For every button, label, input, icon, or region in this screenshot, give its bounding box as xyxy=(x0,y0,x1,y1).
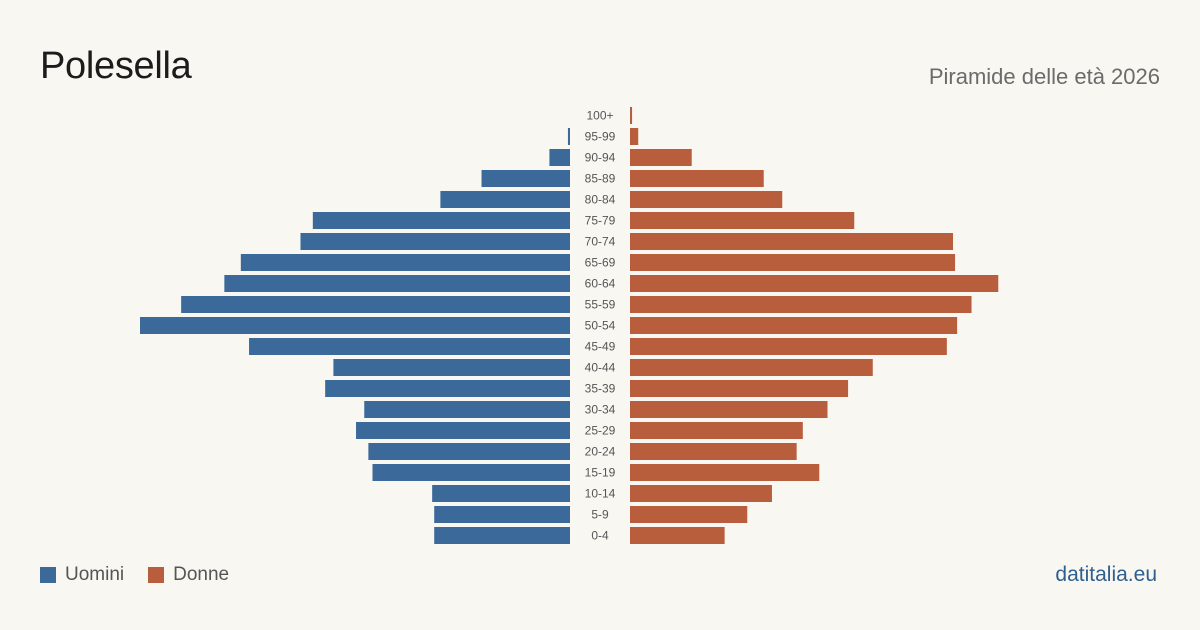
bar-men-45-49 xyxy=(249,338,570,355)
bar-women-10-14 xyxy=(630,485,772,502)
bar-men-50-54 xyxy=(140,317,570,334)
bar-men-95-99 xyxy=(567,128,570,145)
bar-women-60-64 xyxy=(630,275,999,292)
age-label-70-74: 70-74 xyxy=(585,235,616,249)
age-label-60-64: 60-64 xyxy=(585,277,616,291)
age-label-100plus: 100+ xyxy=(586,109,613,123)
bar-men-60-64 xyxy=(224,275,570,292)
bar-men-65-69 xyxy=(240,254,570,271)
bar-men-20-24 xyxy=(368,443,570,460)
bar-women-50-54 xyxy=(630,317,958,334)
age-label-20-24: 20-24 xyxy=(585,445,616,459)
bar-women-80-84 xyxy=(630,191,783,208)
bar-men-25-29 xyxy=(356,422,570,439)
bar-women-100plus xyxy=(630,107,633,124)
bar-women-90-94 xyxy=(630,149,692,166)
bar-women-70-74 xyxy=(630,233,954,250)
age-label-50-54: 50-54 xyxy=(585,319,616,333)
bar-men-85-89 xyxy=(481,170,570,187)
legend-label-women: Donne xyxy=(173,564,230,585)
age-label-35-39: 35-39 xyxy=(585,382,616,396)
chart-title: Polesella xyxy=(40,45,192,87)
bar-men-90-94 xyxy=(549,149,570,166)
bar-men-15-19 xyxy=(372,464,570,481)
bar-women-20-24 xyxy=(630,443,797,460)
bar-men-10-14 xyxy=(432,485,570,502)
bar-women-5-9 xyxy=(630,506,748,523)
age-label-55-59: 55-59 xyxy=(585,298,616,312)
bar-men-55-59 xyxy=(181,296,571,313)
bar-women-45-49 xyxy=(630,338,947,355)
bar-women-85-89 xyxy=(630,170,764,187)
bar-women-0-4 xyxy=(630,527,725,544)
bar-men-40-44 xyxy=(333,359,570,376)
bar-women-40-44 xyxy=(630,359,873,376)
bar-women-55-59 xyxy=(630,296,972,313)
age-label-15-19: 15-19 xyxy=(585,466,616,480)
legend-item-women: Donne xyxy=(148,564,229,586)
bar-men-35-39 xyxy=(325,380,570,397)
bar-men-5-9 xyxy=(434,506,570,523)
bar-women-25-29 xyxy=(630,422,803,439)
age-label-80-84: 80-84 xyxy=(585,193,616,207)
bar-women-15-19 xyxy=(630,464,820,481)
legend-item-men: Uomini xyxy=(40,564,124,586)
age-label-25-29: 25-29 xyxy=(585,424,616,438)
brand-link[interactable]: datitalia.eu xyxy=(1055,563,1157,586)
age-label-5-9: 5-9 xyxy=(591,508,609,522)
chart-subtitle: Piramide delle età 2026 xyxy=(928,64,1160,89)
age-label-10-14: 10-14 xyxy=(585,487,616,501)
legend: Uomini Donne xyxy=(40,564,253,586)
age-label-95-99: 95-99 xyxy=(585,130,616,144)
bar-men-80-84 xyxy=(440,191,570,208)
age-label-90-94: 90-94 xyxy=(585,151,616,165)
age-label-0-4: 0-4 xyxy=(591,529,609,543)
bar-women-35-39 xyxy=(630,380,849,397)
bar-men-0-4 xyxy=(434,527,570,544)
bar-women-95-99 xyxy=(630,128,639,145)
bar-women-75-79 xyxy=(630,212,855,229)
age-label-40-44: 40-44 xyxy=(585,361,616,375)
age-label-65-69: 65-69 xyxy=(585,256,616,270)
legend-swatch-women xyxy=(148,567,165,583)
legend-swatch-men xyxy=(40,567,56,583)
bar-women-65-69 xyxy=(630,254,956,271)
age-label-30-34: 30-34 xyxy=(585,403,616,417)
bar-men-70-74 xyxy=(300,233,570,250)
bar-men-30-34 xyxy=(364,401,570,418)
age-label-75-79: 75-79 xyxy=(585,214,616,228)
bar-men-75-79 xyxy=(312,212,570,229)
legend-label-men: Uomini xyxy=(65,564,125,585)
age-label-45-49: 45-49 xyxy=(585,340,616,354)
age-label-85-89: 85-89 xyxy=(585,172,616,186)
bar-women-30-34 xyxy=(630,401,828,418)
